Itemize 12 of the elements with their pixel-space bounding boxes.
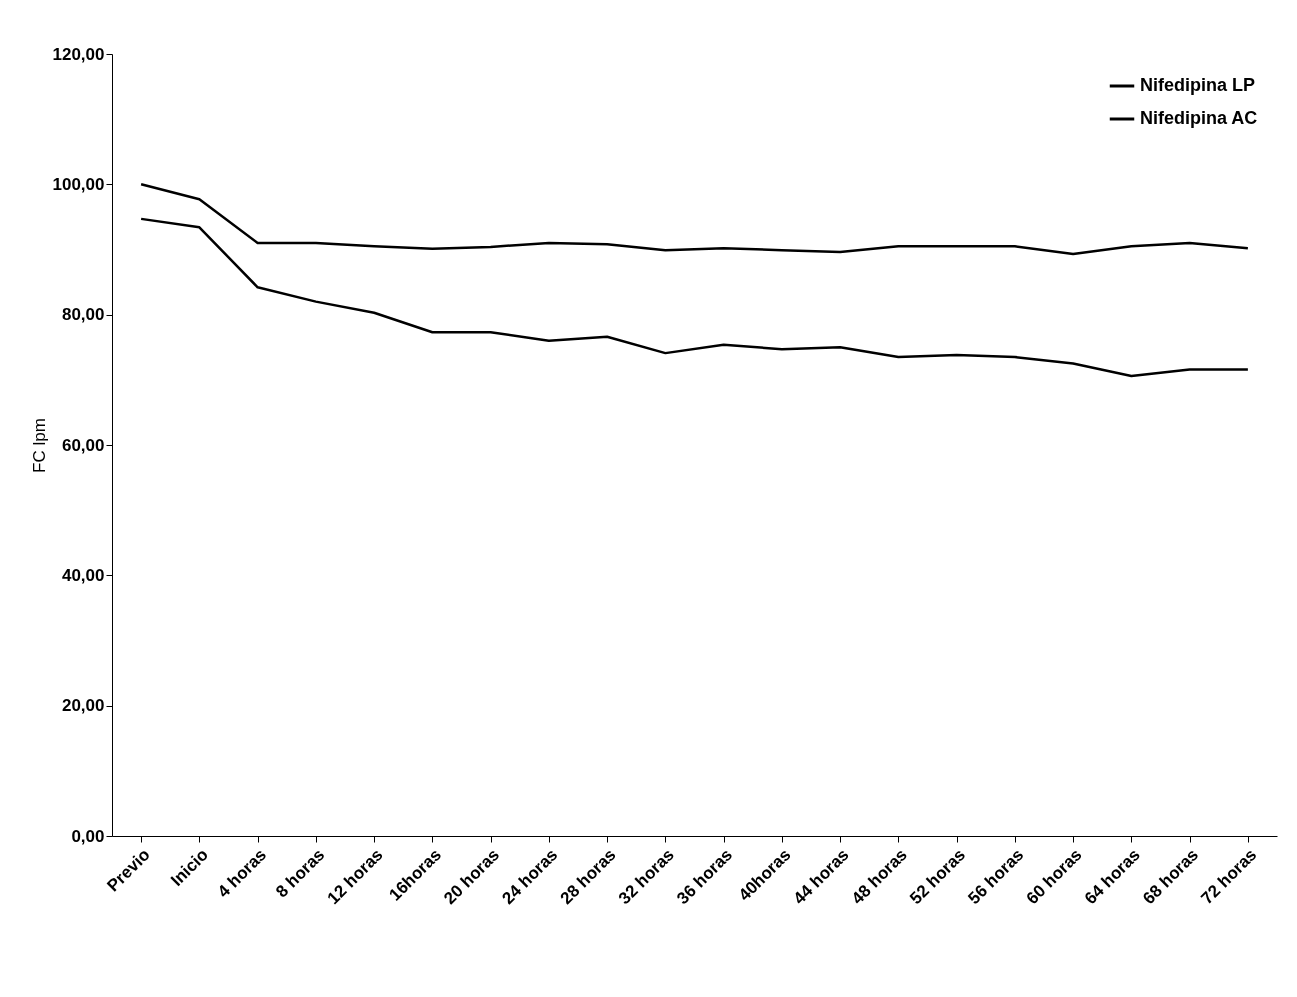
y-tick-label: 0,00 [71,826,105,846]
legend-label: Nifedipina AC [1140,108,1258,128]
line-series [139,217,1250,378]
y-tick-label: 120,00 [52,44,105,64]
legend-label: Nifedipina LP [1140,75,1256,95]
y-axis-title: FC lpm [29,418,49,473]
y-tick-label: 20,00 [61,696,105,716]
y-tick-label: 60,00 [61,435,105,455]
line-series [139,183,1250,256]
y-tick-label: 80,00 [61,305,105,325]
y-tick-label: 100,00 [52,174,105,194]
y-tick-label: 40,00 [61,565,105,585]
